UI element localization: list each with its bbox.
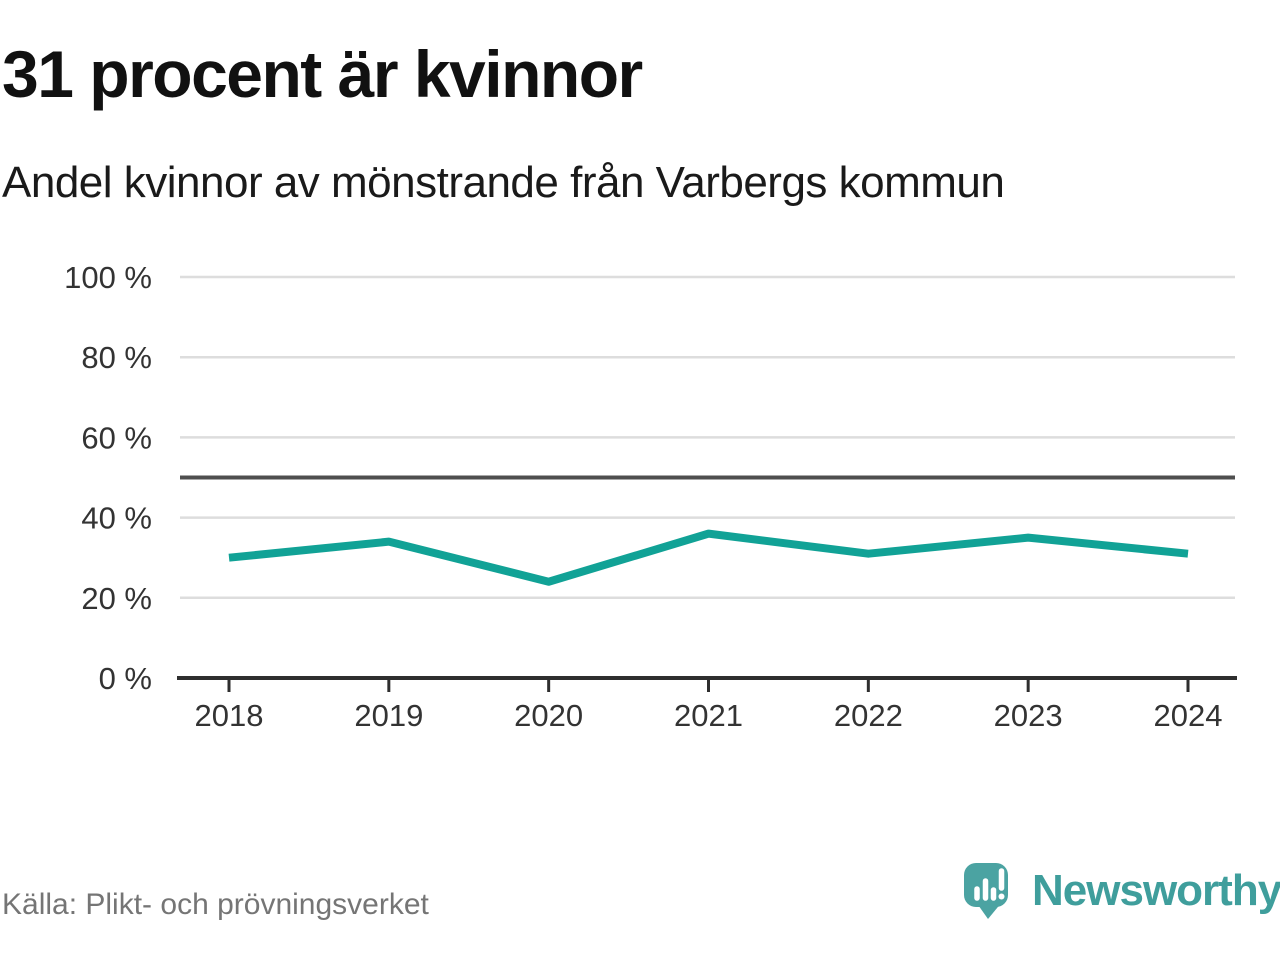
x-tick-label: 2021 (674, 698, 743, 733)
brand-wordmark: Newsworthy (1032, 866, 1280, 915)
y-tick-label: 60 % (81, 420, 152, 455)
x-tick-label: 2024 (1154, 698, 1223, 733)
y-tick-label: 20 % (81, 581, 152, 616)
y-tick-label: 100 % (64, 260, 152, 295)
source-text: Källa: Plikt- och prövningsverket (2, 888, 429, 921)
x-tick-label: 2022 (834, 698, 903, 733)
x-tick-label: 2020 (514, 698, 583, 733)
y-tick-label: 40 % (81, 501, 152, 536)
data-line (228, 529, 1189, 586)
y-tick-label: 80 % (81, 340, 152, 375)
x-tick-label: 2018 (195, 698, 264, 733)
x-tick-label: 2019 (354, 698, 423, 733)
x-tick-label: 2023 (994, 698, 1063, 733)
chart-subtitle: Andel kvinnor av mönstrande från Varberg… (2, 158, 1005, 207)
y-tick-label: 0 % (99, 661, 152, 696)
newsworthy-logo-icon (964, 863, 1008, 919)
chart-title: 31 procent är kvinnor (2, 37, 643, 111)
